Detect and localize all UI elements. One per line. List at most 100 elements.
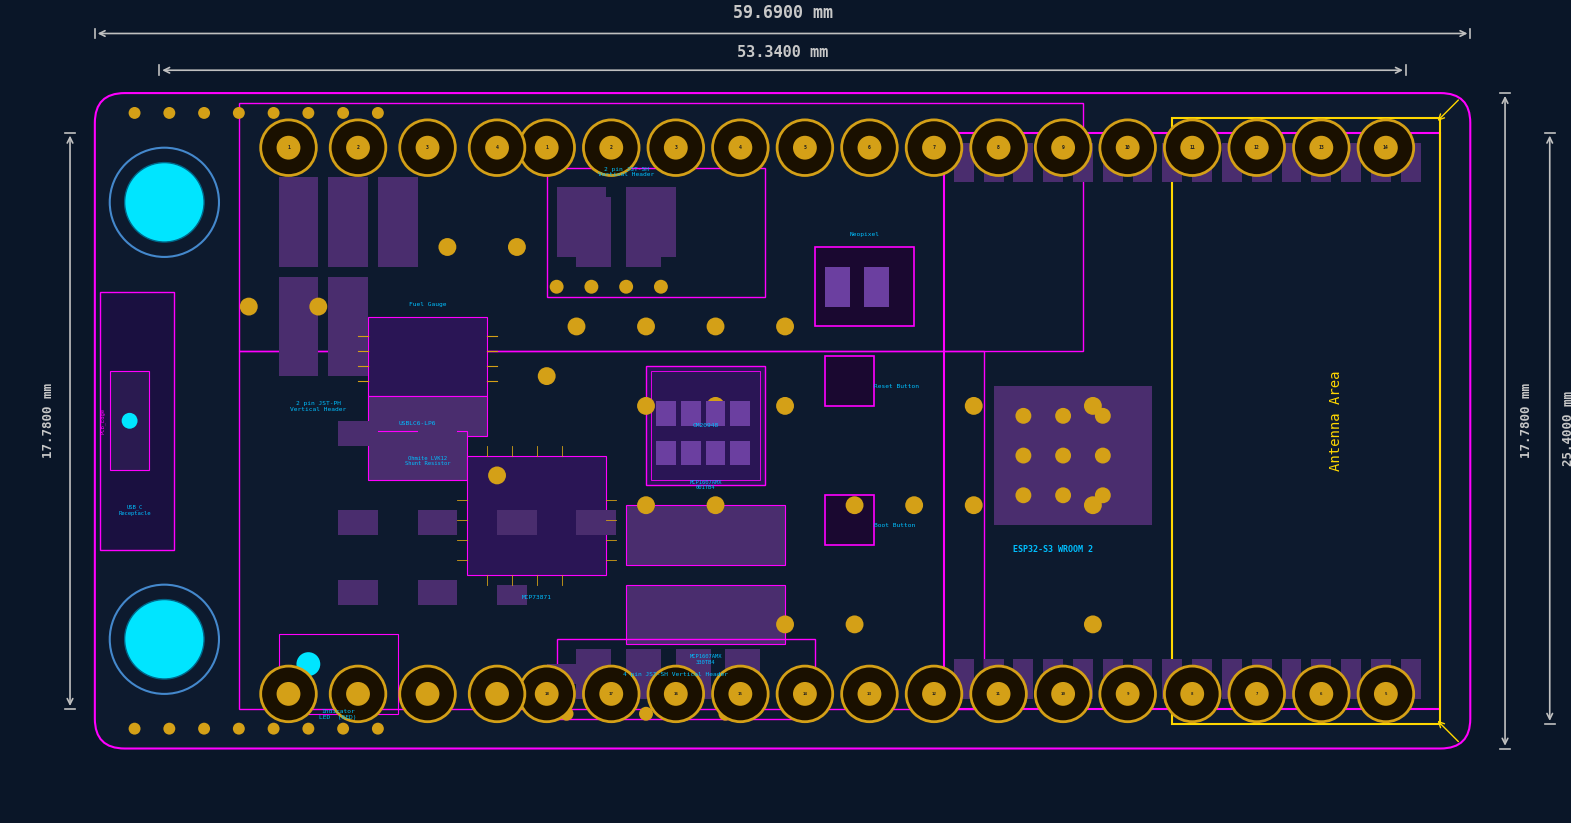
Bar — [627, 584, 786, 644]
Bar — [1342, 142, 1360, 183]
Bar — [547, 168, 765, 296]
Circle shape — [1293, 120, 1349, 175]
Circle shape — [1244, 136, 1269, 160]
Bar — [1192, 659, 1213, 699]
Circle shape — [679, 707, 693, 721]
Text: 8: 8 — [998, 145, 1001, 150]
Circle shape — [1095, 448, 1111, 463]
Circle shape — [619, 280, 633, 294]
Bar — [1222, 659, 1241, 699]
Circle shape — [240, 298, 258, 315]
Bar — [1043, 659, 1064, 699]
Circle shape — [198, 723, 211, 735]
Circle shape — [987, 136, 1010, 160]
Circle shape — [330, 666, 386, 722]
Circle shape — [713, 666, 768, 722]
Circle shape — [372, 107, 383, 119]
Circle shape — [1115, 136, 1139, 160]
Bar — [338, 579, 379, 605]
Bar — [278, 277, 319, 376]
Circle shape — [583, 120, 639, 175]
Text: USBLC6-LP6: USBLC6-LP6 — [399, 421, 437, 425]
Circle shape — [842, 666, 897, 722]
Bar — [627, 505, 786, 565]
Circle shape — [1095, 408, 1111, 424]
Circle shape — [1357, 666, 1414, 722]
Text: 10: 10 — [1060, 692, 1065, 696]
Text: Indicator
LED  (RED): Indicator LED (RED) — [319, 709, 357, 719]
Bar — [110, 371, 149, 471]
Circle shape — [1015, 408, 1031, 424]
Circle shape — [233, 723, 245, 735]
Circle shape — [163, 107, 176, 119]
Circle shape — [233, 107, 245, 119]
Circle shape — [1035, 120, 1090, 175]
Text: 53.3400 mm: 53.3400 mm — [737, 45, 828, 60]
Circle shape — [1095, 487, 1111, 503]
Text: 10: 10 — [1125, 145, 1131, 150]
Bar — [368, 396, 487, 435]
Circle shape — [399, 666, 456, 722]
Circle shape — [518, 120, 575, 175]
Circle shape — [1115, 682, 1139, 706]
Text: 1: 1 — [287, 145, 291, 150]
Text: PCB_Edge: PCB_Edge — [101, 407, 105, 434]
Circle shape — [1357, 120, 1414, 175]
Circle shape — [124, 163, 204, 242]
Circle shape — [793, 682, 817, 706]
Bar — [954, 142, 974, 183]
Circle shape — [198, 107, 211, 119]
Bar — [864, 267, 889, 307]
Circle shape — [600, 707, 613, 721]
Bar — [825, 267, 850, 307]
Circle shape — [776, 318, 793, 336]
Circle shape — [1015, 487, 1031, 503]
Circle shape — [1056, 448, 1071, 463]
Circle shape — [793, 136, 817, 160]
Bar — [577, 510, 616, 535]
Circle shape — [845, 496, 864, 514]
Text: 4: 4 — [495, 145, 498, 150]
Bar — [944, 133, 1441, 709]
Circle shape — [778, 666, 833, 722]
Circle shape — [276, 682, 300, 706]
Circle shape — [922, 136, 946, 160]
Text: 17: 17 — [608, 692, 614, 696]
Text: 1: 1 — [545, 145, 548, 150]
Bar — [278, 178, 319, 267]
Bar — [954, 659, 974, 699]
Bar — [278, 635, 397, 714]
Text: 17.7800 mm: 17.7800 mm — [1519, 384, 1533, 458]
Text: MCP1607AMX
330TB4: MCP1607AMX 330TB4 — [690, 654, 721, 665]
Bar — [239, 103, 1082, 351]
Text: MCP73871: MCP73871 — [522, 594, 551, 600]
Bar — [1103, 659, 1123, 699]
Bar — [1013, 659, 1034, 699]
Circle shape — [261, 120, 316, 175]
Text: 9: 9 — [1126, 692, 1130, 696]
Bar — [418, 579, 457, 605]
Bar — [627, 188, 676, 257]
Bar — [676, 649, 710, 699]
Circle shape — [338, 107, 349, 119]
Bar — [705, 401, 726, 425]
Circle shape — [338, 723, 349, 735]
Circle shape — [559, 707, 573, 721]
Circle shape — [1100, 120, 1156, 175]
Bar — [1043, 142, 1064, 183]
Text: 6: 6 — [1320, 692, 1323, 696]
Circle shape — [718, 707, 732, 721]
Bar — [1103, 142, 1123, 183]
Circle shape — [647, 666, 704, 722]
Circle shape — [372, 723, 383, 735]
Bar — [1252, 142, 1271, 183]
Circle shape — [297, 652, 320, 676]
Circle shape — [1084, 397, 1101, 415]
Text: Reset Button: Reset Button — [875, 384, 919, 388]
Circle shape — [1084, 616, 1101, 634]
Circle shape — [346, 136, 369, 160]
Circle shape — [534, 682, 559, 706]
Text: 4 pin JST-SH Vertical Header: 4 pin JST-SH Vertical Header — [624, 672, 729, 677]
Circle shape — [1229, 120, 1285, 175]
Bar — [1312, 659, 1331, 699]
